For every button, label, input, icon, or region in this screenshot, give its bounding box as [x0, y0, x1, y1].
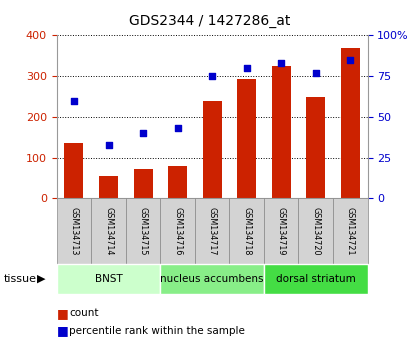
Text: GSM134713: GSM134713: [69, 207, 79, 255]
Point: [278, 60, 284, 66]
Bar: [168, 166, 187, 198]
Text: GSM134716: GSM134716: [173, 207, 182, 255]
Bar: [306, 97, 325, 198]
Bar: [134, 169, 152, 198]
Point: [174, 125, 181, 131]
Text: ▶: ▶: [37, 274, 45, 284]
Point: [209, 73, 215, 79]
Point: [140, 130, 147, 136]
Text: GSM134718: GSM134718: [242, 207, 251, 255]
Text: GSM134715: GSM134715: [139, 207, 147, 255]
Text: ■: ■: [57, 307, 68, 320]
Text: GSM134719: GSM134719: [277, 207, 286, 255]
Text: GSM134720: GSM134720: [311, 207, 320, 255]
Bar: [99, 176, 118, 198]
Text: dorsal striatum: dorsal striatum: [276, 274, 356, 284]
Text: GSM134717: GSM134717: [207, 207, 217, 255]
Text: GDS2344 / 1427286_at: GDS2344 / 1427286_at: [129, 14, 291, 28]
Text: ■: ■: [57, 325, 68, 337]
Bar: [237, 79, 256, 198]
Text: GSM134714: GSM134714: [104, 207, 113, 255]
Point: [347, 57, 354, 63]
Text: GSM134721: GSM134721: [346, 207, 355, 255]
Point: [71, 98, 77, 103]
Point: [312, 70, 319, 76]
Text: tissue: tissue: [4, 274, 37, 284]
Text: percentile rank within the sample: percentile rank within the sample: [69, 326, 245, 336]
Point: [243, 65, 250, 71]
Text: nucleus accumbens: nucleus accumbens: [160, 274, 264, 284]
Point: [105, 142, 112, 147]
Bar: [272, 66, 291, 198]
Text: BNST: BNST: [94, 274, 122, 284]
Bar: [65, 143, 84, 198]
Bar: [341, 48, 360, 198]
Text: count: count: [69, 308, 99, 318]
Bar: [202, 101, 222, 198]
